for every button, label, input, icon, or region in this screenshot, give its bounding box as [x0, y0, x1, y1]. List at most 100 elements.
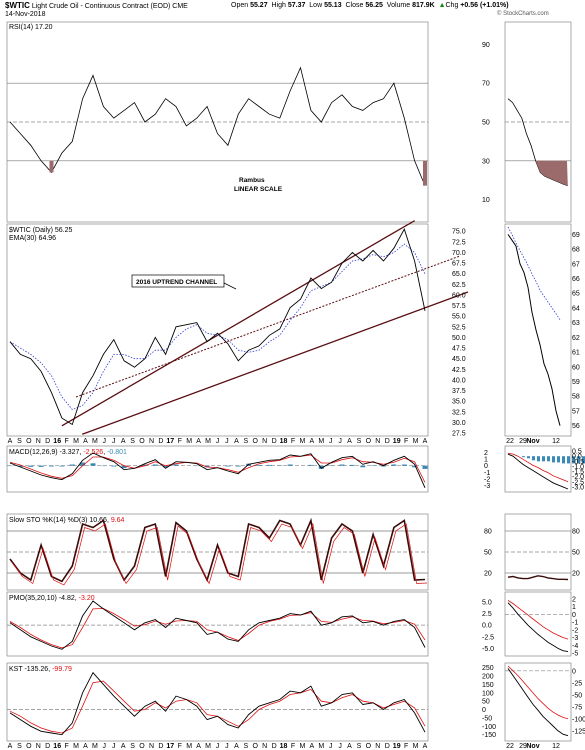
x-axis-label: F [64, 743, 68, 750]
x-axis-label: D [45, 438, 50, 445]
price-mini-line [507, 234, 561, 426]
kst-tick-label: 250 [482, 665, 494, 672]
volume-label: Volume [386, 2, 411, 9]
x-axis-label: M [413, 438, 419, 445]
price-mini-tick-label: 68 [572, 247, 580, 254]
x-axis-mini-label: 12 [552, 438, 560, 445]
macd-histogram-bar [360, 465, 366, 468]
stoch-tick-label: 50 [484, 550, 492, 557]
x-axis-label: M [299, 743, 305, 750]
price-tick-label: 55.0 [452, 314, 466, 321]
macd-mini-histogram-bar [557, 456, 560, 463]
macd-histogram-bar [204, 465, 210, 468]
x-axis-label: M [205, 743, 211, 750]
x-axis-mini-label: 12 [552, 743, 560, 750]
chg-label: Chg [445, 2, 459, 9]
pmo-mini-tick-label: 1 [572, 604, 576, 611]
macd-mini-histogram-bar [542, 456, 545, 462]
macd-legend: MACD(12,26,9) -3.327, -2.526, -0.801 [9, 449, 127, 456]
chart-header: $WTIC Light Crude Oil - Continuous Contr… [0, 0, 585, 22]
price-tick-label: 67.5 [452, 261, 466, 268]
x-axis-label: A [83, 743, 88, 750]
macd-mini-histogram-bar [527, 456, 530, 459]
price-tick-label: 40.0 [452, 377, 466, 384]
macd-histogram-bar [287, 464, 293, 466]
pmo-mini-line [507, 602, 569, 653]
x-axis-label: A [309, 438, 314, 445]
macd-histogram-bar [266, 464, 272, 466]
kst-line [9, 671, 426, 736]
macd-mini-tick-label: -1.5 [572, 469, 584, 476]
x-axis-label: A [423, 438, 428, 445]
macd-mini-histogram-bar [562, 456, 565, 464]
macd-histogram-bar [163, 465, 169, 468]
kst-tick-label: 100 [482, 690, 494, 697]
x-axis-label: N [262, 743, 267, 750]
macd-tick-label: 1 [484, 457, 488, 464]
kst-signal-value: -99.79 [52, 666, 72, 673]
macd-histogram-bar [152, 464, 158, 466]
pmo-legend-label: PMO(35,20,10) [9, 595, 57, 602]
watermark: © StockCharts.com [497, 11, 549, 17]
kst-tick-label: 150 [482, 682, 494, 689]
x-axis-label: O [26, 438, 32, 445]
pmo-mini-tick-label: 0 [572, 612, 576, 619]
stoch-mini-tick-label: 50 [572, 550, 580, 557]
price-tick-label: 65.0 [452, 271, 466, 278]
x-axis-label: J [329, 438, 333, 445]
linear-scale-annotation: LINEAR SCALE [234, 186, 283, 193]
x-axis-label: J [329, 743, 333, 750]
ema30-mini-line [507, 226, 561, 320]
x-axis-label: A [196, 438, 201, 445]
price-mini-tick-label: 58 [572, 394, 580, 401]
x-axis-label: M [73, 743, 79, 750]
macd-histogram-bar [121, 465, 127, 469]
x-axis-label: A [347, 743, 352, 750]
low-value: 55.13 [324, 2, 342, 9]
ema30-line [9, 243, 426, 411]
rsi-tick-label: 30 [482, 158, 490, 165]
kst-signal-line [9, 680, 426, 734]
x-axis-label: 19 [393, 743, 401, 750]
pmo-value: -4.82 [59, 595, 75, 602]
macd-hist-value: -0.801 [107, 449, 127, 456]
macd-histogram-bar [349, 464, 355, 466]
x-axis-label: S [17, 743, 22, 750]
x-axis-label: N [36, 438, 41, 445]
x-axis-label: 17 [166, 743, 174, 750]
x-axis-mini-label: 29 [519, 743, 527, 750]
price-tick-label: 32.5 [452, 409, 466, 416]
volume-value: 817.9K [412, 2, 435, 9]
x-axis-label: 18 [280, 438, 288, 445]
macd-histogram-bar [49, 465, 54, 467]
x-axis-label: F [291, 743, 295, 750]
x-axis-label: F [178, 438, 182, 445]
kst-tick-label: 0 [482, 707, 486, 714]
symbol: $WTIC [5, 1, 30, 10]
pmo-tick-label: 2.5 [482, 611, 492, 618]
stoch-legend: Slow STO %K(14) %D(3) 10.66, 9.64 [9, 517, 125, 524]
channel-label-box: 2016 UPTREND CHANNEL [131, 274, 237, 290]
x-axis-label: N [375, 743, 380, 750]
close-value: 56.25 [365, 2, 383, 9]
price-legend: $WTIC (Daily) 56.25 [9, 227, 73, 234]
macd-mini-histogram-bar [552, 456, 555, 463]
x-axis-label: M [413, 743, 419, 750]
macd-histogram-bar [111, 465, 117, 467]
stoch-legend-label: Slow STO %K(14) %D(3) [9, 517, 87, 524]
macd-mini-histogram-bar [577, 456, 580, 464]
macd-mini-tick-label: -2.0 [572, 474, 584, 481]
macd-histogram-bar [422, 465, 428, 469]
kst-mini-tick-label: -25 [572, 680, 582, 687]
channel-mid-line [75, 255, 461, 398]
pmo-mini-tick-label: -5 [572, 651, 578, 658]
stoch-mini-tick-label: 80 [572, 529, 580, 536]
x-axis-label: M [92, 743, 98, 750]
x-axis-label: 19 [393, 438, 401, 445]
kst-value: -135.26 [24, 666, 48, 673]
x-axis-label: O [252, 438, 258, 445]
rsi-oversold-fill [423, 160, 427, 186]
kst-mini-tick-label: -100 [572, 716, 585, 723]
stoch-d-value: 9.64 [111, 517, 125, 524]
macd-tick-label: -3 [484, 483, 490, 490]
